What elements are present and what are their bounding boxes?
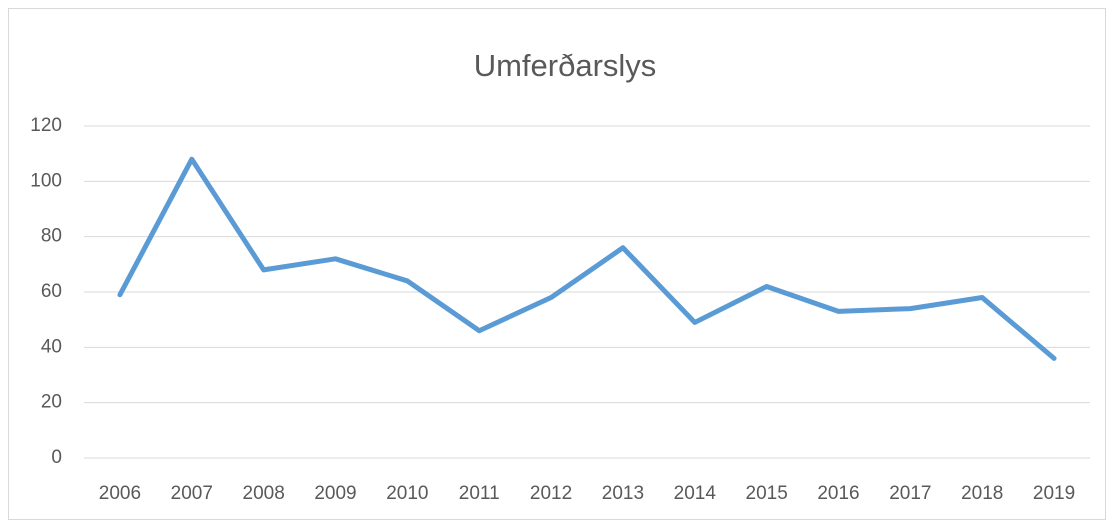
y-tick-label: 0 [51,447,62,468]
x-tick-label: 2011 [459,483,500,504]
x-tick-label: 2007 [171,483,213,504]
chart-border [8,8,1106,520]
chart-title: Umferðarslys [474,48,657,83]
x-tick-label: 2006 [99,483,141,504]
y-tick-label: 60 [41,281,62,302]
x-tick-label: 2009 [314,483,356,504]
x-tick-label: 2016 [817,483,859,504]
y-tick-label: 20 [41,392,62,413]
x-tick-label: 2008 [243,483,285,504]
x-tick-label: 2015 [746,483,788,504]
y-tick-label: 80 [41,226,62,247]
y-tick-label: 120 [30,115,62,136]
x-tick-label: 2014 [674,483,717,504]
x-tick-label: 2013 [602,483,644,504]
x-tick-label: 2018 [961,483,1003,504]
x-tick-label: 2019 [1033,483,1075,504]
y-tick-label: 100 [30,170,62,191]
x-tick-label: 2012 [530,483,572,504]
x-tick-label: 2017 [889,483,931,504]
data-line [117,156,1057,361]
y-tick-label: 40 [41,336,62,357]
x-tick-label: 2010 [386,483,428,504]
